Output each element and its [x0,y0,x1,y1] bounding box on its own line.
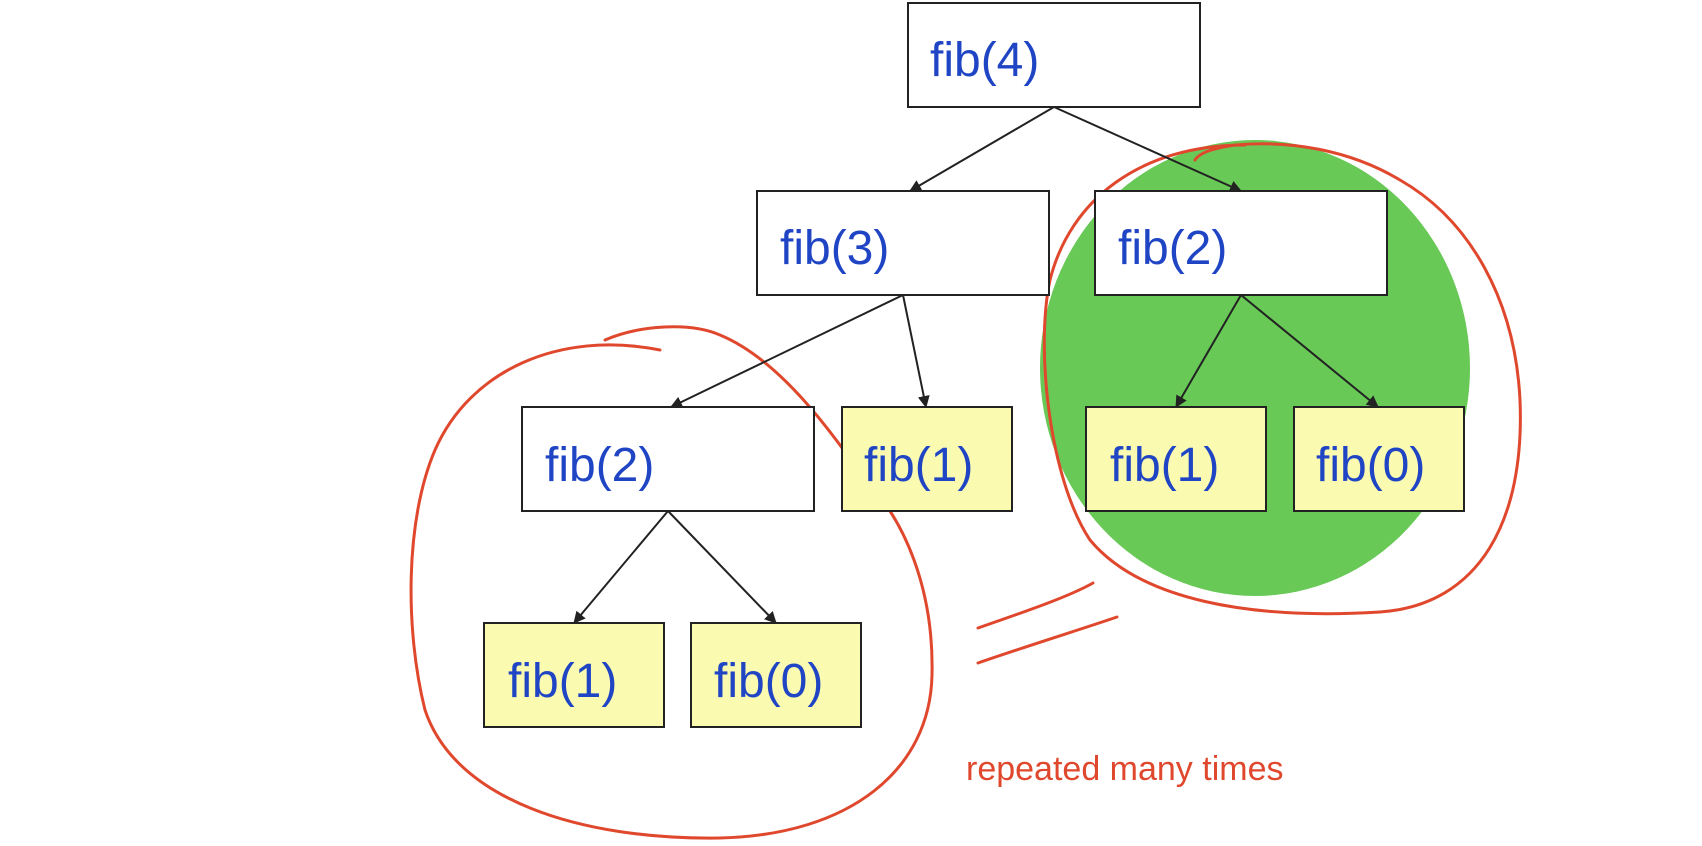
repeated-annotation-text: repeated many times [966,750,1284,788]
equals-stroke-bottom [976,615,1119,665]
node-fib0-left: fib(0) [690,622,862,728]
node-fib1-mid: fib(1) [841,406,1013,512]
node-fib2-left: fib(2) [521,406,815,512]
node-fib3-label: fib(3) [780,222,889,275]
edge-fib3-to-fib1-mid [902,294,930,408]
node-fib2-left-label: fib(2) [545,439,654,492]
node-fib2-right-label: fib(2) [1118,222,1227,275]
node-fib0-left-label: fib(0) [714,655,823,708]
node-fib1-right: fib(1) [1085,406,1267,512]
node-fib4: fib(4) [907,2,1201,108]
edge-fib2-left-to-fib0-left [667,510,777,624]
node-fib2-right: fib(2) [1094,190,1388,296]
tree-nodes: fib(4) fib(3) fib(2) fib(2) fib(1) fib(1… [483,2,1465,728]
node-fib0-right-label: fib(0) [1316,439,1425,492]
node-fib4-label: fib(4) [930,34,1039,87]
tree-edges [573,106,1379,624]
edge-fib3-to-fib2-left [670,294,904,408]
node-fib1-right-label: fib(1) [1110,439,1219,492]
left-subtree-annotation-circle [409,325,934,840]
edge-fib2-right-to-fib0-right [1240,294,1379,408]
edge-fib4-to-fib2-right [1053,106,1242,192]
node-fib3: fib(3) [756,190,1050,296]
node-fib1-left: fib(1) [483,622,665,728]
edge-fib4-to-fib3 [909,106,1055,192]
node-fib1-left-label: fib(1) [508,655,617,708]
edge-fib2-left-to-fib1-left [573,510,669,624]
edge-fib2-right-to-fib1-right [1175,294,1242,408]
node-fib0-right: fib(0) [1293,406,1465,512]
node-fib1-mid-label: fib(1) [864,439,973,492]
equals-stroke-top [976,581,1095,630]
